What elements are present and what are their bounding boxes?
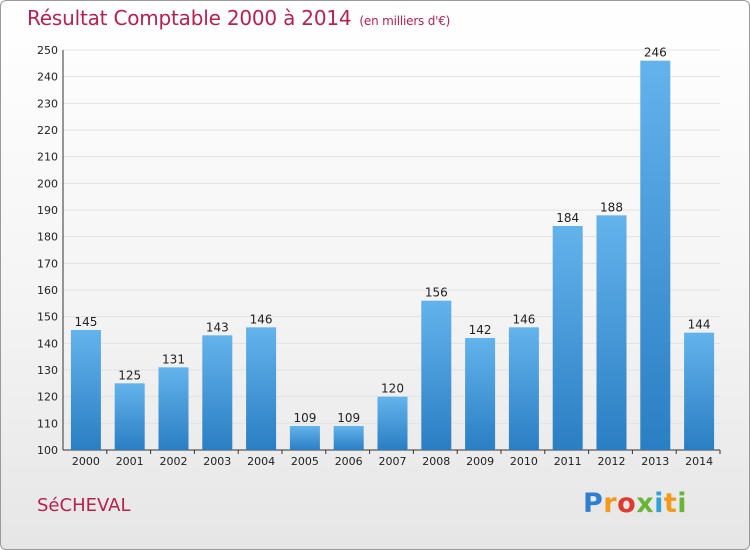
value-label-2009: 142 xyxy=(469,323,492,337)
value-label-2005: 109 xyxy=(293,411,316,425)
value-label-2007: 120 xyxy=(381,382,404,396)
bar-2010 xyxy=(508,327,539,450)
x-tick-label-2002: 2002 xyxy=(160,455,188,468)
value-label-2004: 146 xyxy=(250,312,273,326)
value-label-2001: 125 xyxy=(118,368,141,382)
bar-2013 xyxy=(640,60,671,451)
y-tick-label: 160 xyxy=(37,284,58,297)
x-tick-label-2014: 2014 xyxy=(685,455,713,468)
logo-letter: i xyxy=(677,488,688,519)
bar-2000 xyxy=(70,330,101,450)
y-tick-label: 210 xyxy=(37,151,58,164)
y-tick-label: 250 xyxy=(37,44,58,57)
y-tick-label: 110 xyxy=(37,417,58,430)
value-label-2013: 246 xyxy=(644,46,667,60)
x-tick-label-2010: 2010 xyxy=(510,455,538,468)
x-tick-label-2001: 2001 xyxy=(116,455,144,468)
chart-title: Résultat Comptable 2000 à 2014 (en millie… xyxy=(27,6,450,30)
bar-2001 xyxy=(114,383,145,450)
bar-2012 xyxy=(596,215,627,450)
y-tick-label: 130 xyxy=(37,364,58,377)
logo-letter: x xyxy=(636,488,655,519)
bar-2009 xyxy=(465,338,496,450)
y-tick-label: 200 xyxy=(37,177,58,190)
y-tick-label: 240 xyxy=(37,71,58,84)
x-tick-label-2009: 2009 xyxy=(466,455,494,468)
logo-letter: r xyxy=(603,488,618,519)
y-axis-ticks: 100 110 120 130 140 150 160 170 180 190 200 210 220 2… xyxy=(37,44,58,457)
bar-2004 xyxy=(246,327,277,450)
y-tick-label: 100 xyxy=(37,444,58,457)
bar-2011 xyxy=(552,226,583,450)
title-main: Résultat Comptable 2000 à 2014 xyxy=(27,6,352,30)
value-label-2010: 146 xyxy=(512,312,535,326)
value-label-2003: 143 xyxy=(206,320,229,334)
x-tick-label-2008: 2008 xyxy=(422,455,450,468)
x-tick-label-2007: 2007 xyxy=(379,455,407,468)
x-axis-ticks: 2000 2001 2002 2003 2004 2005 2006 2007 2008 2009… xyxy=(72,450,721,468)
value-label-2002: 131 xyxy=(162,352,185,366)
x-tick-label-2013: 2013 xyxy=(641,455,669,468)
bars xyxy=(70,60,715,451)
x-tick-label-2005: 2005 xyxy=(291,455,319,468)
bar-2006 xyxy=(333,426,364,450)
x-tick-label-2006: 2006 xyxy=(335,455,363,468)
logo-letter: o xyxy=(617,488,637,519)
logo-letter: P xyxy=(583,488,604,519)
value-label-2006: 109 xyxy=(337,411,360,425)
bar-2007 xyxy=(377,396,408,450)
y-tick-label: 140 xyxy=(37,337,58,350)
x-tick-label-2004: 2004 xyxy=(247,455,275,468)
x-tick-label-2003: 2003 xyxy=(203,455,231,468)
bar-2014 xyxy=(684,332,715,450)
value-label-2008: 156 xyxy=(425,286,448,300)
y-tick-label: 220 xyxy=(37,124,58,137)
value-labels: 145 125 131 143 146 109 109 120 156 142 146 184 188 2… xyxy=(74,46,710,425)
y-tick-label: 150 xyxy=(37,311,58,324)
bar-2005 xyxy=(289,426,320,450)
value-label-2000: 145 xyxy=(74,315,97,329)
x-tick-label-2012: 2012 xyxy=(598,455,626,468)
x-tick-label-2000: 2000 xyxy=(72,455,100,468)
commune-name: SéCHEVAL xyxy=(37,495,131,516)
value-label-2011: 184 xyxy=(556,211,579,225)
bar-2008 xyxy=(421,300,452,450)
y-tick-label: 230 xyxy=(37,97,58,110)
bar-2003 xyxy=(202,335,233,450)
y-tick-label: 180 xyxy=(37,231,58,244)
logo-letter: i xyxy=(654,488,664,519)
logo-letter: t xyxy=(663,488,678,519)
x-tick-label-2011: 2011 xyxy=(554,455,582,468)
title-unit: (en milliers d'€) xyxy=(359,14,451,28)
y-tick-label: 170 xyxy=(37,257,58,270)
y-tick-label: 120 xyxy=(37,391,58,404)
y-tick-label: 190 xyxy=(37,204,58,217)
proxiti-logo: Proxiti xyxy=(583,488,687,519)
value-label-2012: 188 xyxy=(600,200,623,214)
value-label-2014: 144 xyxy=(688,318,711,332)
bar-2002 xyxy=(158,367,189,450)
